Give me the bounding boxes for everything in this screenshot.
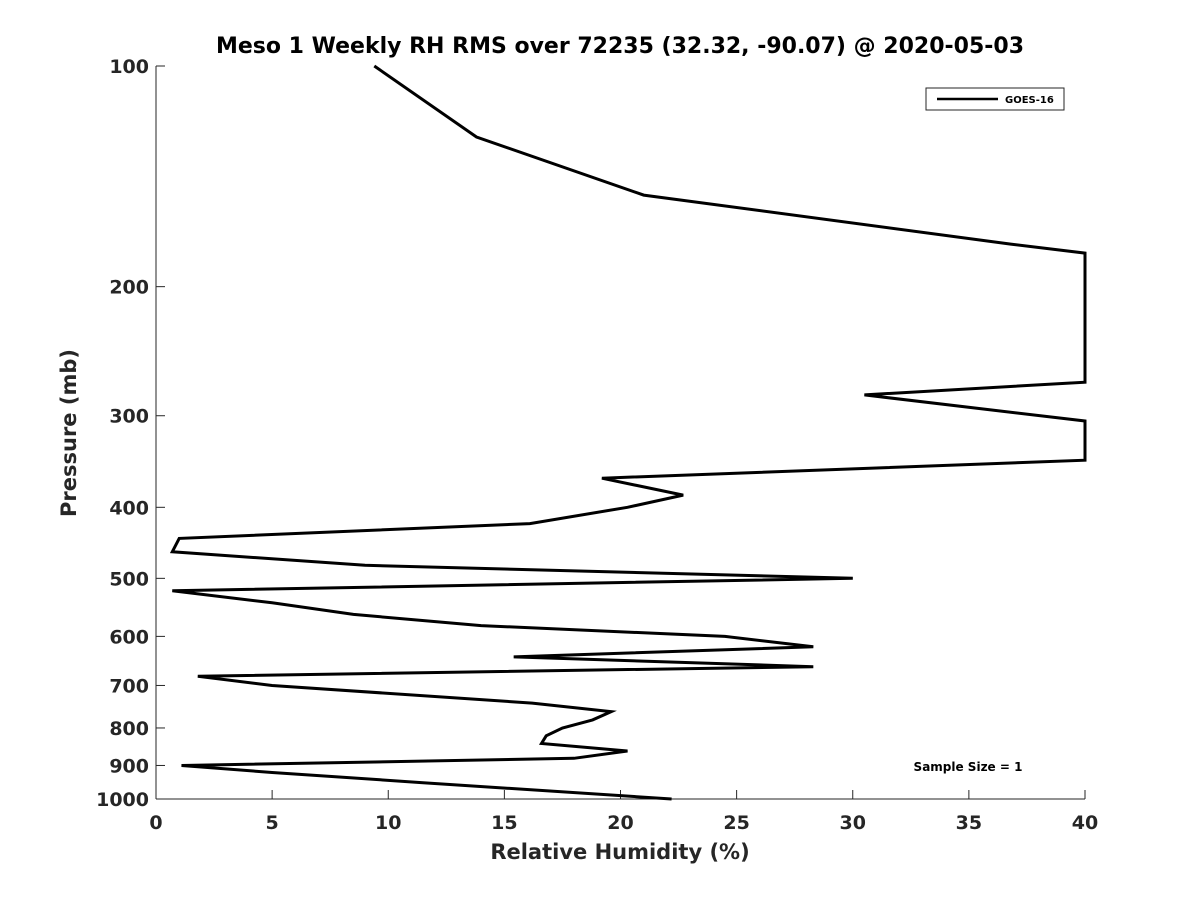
plot-axes	[155, 66, 1085, 800]
x-axis-ticks: 0 5 10 15 20 25 30 35 40	[149, 790, 1098, 834]
y-tick-label: 400	[109, 497, 149, 519]
x-tick-label: 15	[491, 812, 517, 834]
x-tick-label: 35	[956, 812, 982, 834]
series-layer	[169, 64, 1087, 801]
y-tick-label: 200	[109, 277, 149, 299]
chart-title: Meso 1 Weekly RH RMS over 72235 (32.32, …	[216, 34, 1024, 59]
y-tick-label: 700	[109, 675, 149, 697]
y-tick-label: 800	[109, 718, 149, 740]
sample-size-annotation: Sample Size = 1	[914, 760, 1023, 774]
y-tick-label: 1000	[96, 789, 149, 811]
x-axis-label: Relative Humidity (%)	[490, 840, 749, 864]
x-tick-label: 5	[266, 812, 279, 834]
y-tick-label: 500	[109, 568, 149, 590]
y-axis-label: Pressure (mb)	[57, 349, 81, 517]
x-tick-label: 25	[723, 812, 749, 834]
y-tick-label: 300	[109, 406, 149, 428]
x-tick-label: 40	[1072, 812, 1098, 834]
y-tick-label: 900	[109, 755, 149, 777]
y-tick-label: 600	[109, 626, 149, 648]
y-axis-ticks: 100 200 300 400 500 600 700 800 900 1000	[96, 56, 165, 811]
x-tick-label: 10	[375, 812, 401, 834]
legend-label-goes-16: GOES-16	[1005, 95, 1054, 106]
x-tick-label: 30	[840, 812, 866, 834]
y-tick-label: 100	[109, 56, 149, 78]
legend: GOES-16	[925, 87, 1065, 111]
x-tick-label: 20	[607, 812, 633, 834]
series-line-goes-16	[169, 64, 1087, 801]
x-tick-label: 0	[149, 812, 162, 834]
